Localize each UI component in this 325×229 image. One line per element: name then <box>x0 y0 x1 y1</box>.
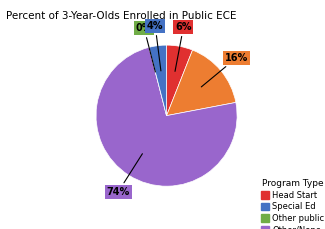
Legend: Head Start, Special Ed, Other public, Other/None, Pre-K: Head Start, Special Ed, Other public, Ot… <box>259 178 325 229</box>
Wedge shape <box>166 50 236 116</box>
Text: 6%: 6% <box>175 22 192 71</box>
Text: 0%: 0% <box>136 23 155 72</box>
Text: 16%: 16% <box>201 53 248 87</box>
Wedge shape <box>149 45 167 116</box>
Wedge shape <box>149 47 166 116</box>
Text: 74%: 74% <box>107 154 142 197</box>
Wedge shape <box>96 47 237 186</box>
Text: 4%: 4% <box>147 21 163 71</box>
Wedge shape <box>166 45 192 116</box>
Text: Percent of 3-Year-Olds Enrolled in Public ECE: Percent of 3-Year-Olds Enrolled in Publi… <box>6 11 237 22</box>
